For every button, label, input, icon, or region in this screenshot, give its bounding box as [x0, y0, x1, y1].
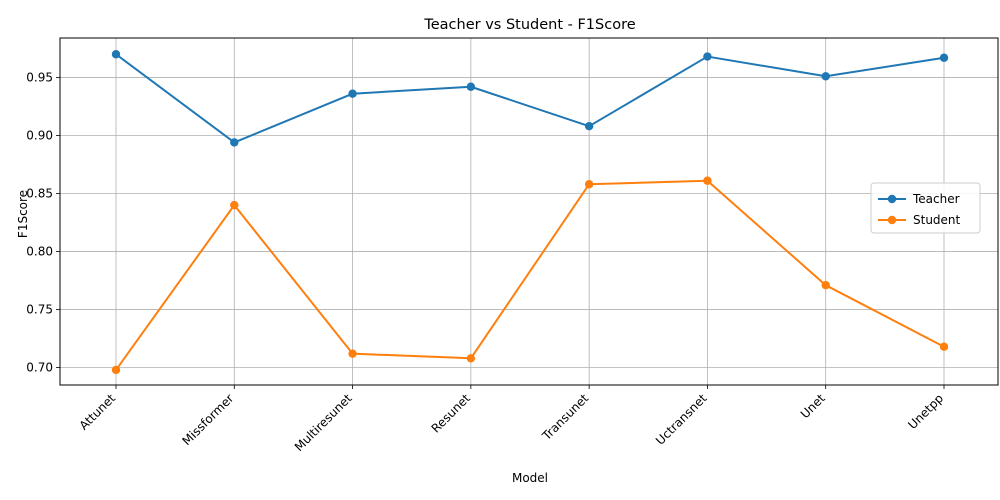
chart-title: Teacher vs Student - F1Score [423, 17, 635, 33]
data-point-teacher [703, 52, 712, 61]
legend: Teacher Student [870, 182, 981, 234]
data-point-teacher [111, 50, 121, 59]
data-point-teacher [584, 122, 594, 131]
y-axis-label: F1Score [16, 190, 30, 238]
data-point-student [703, 176, 712, 185]
y-tick-label: 0.80 [26, 245, 53, 259]
data-point-student [821, 280, 830, 290]
data-point-student [939, 342, 949, 351]
data-point-student [584, 180, 594, 189]
plot-frame [59, 37, 999, 386]
y-tick-label: 0.85 [26, 187, 53, 201]
data-point-teacher [939, 53, 949, 62]
legend-label-teacher: Teacher [912, 192, 960, 206]
y-tick-label: 0.70 [26, 361, 53, 375]
data-point-teacher [821, 72, 830, 81]
y-tick-label: 0.90 [26, 128, 53, 142]
data-point-student [466, 354, 476, 363]
legend-marker-student [887, 215, 897, 225]
series-layer [111, 50, 949, 375]
data-point-teacher [348, 89, 357, 98]
series-line-student [115, 179, 945, 371]
legend-label-student: Student [913, 213, 961, 227]
data-point-student [111, 365, 121, 375]
series-line-teacher [115, 53, 945, 144]
data-point-student [348, 349, 357, 358]
y-axis-ticks: 0.70 0.75 0.80 0.85 0.90 0.95 [26, 70, 60, 375]
data-point-teacher [466, 82, 476, 91]
x-axis-label: Model [512, 471, 548, 485]
data-point-student [230, 200, 239, 210]
y-tick-label: 0.75 [26, 303, 53, 317]
y-tick-label: 0.95 [26, 70, 53, 84]
legend-marker-teacher [887, 194, 897, 204]
data-point-teacher [230, 138, 239, 147]
